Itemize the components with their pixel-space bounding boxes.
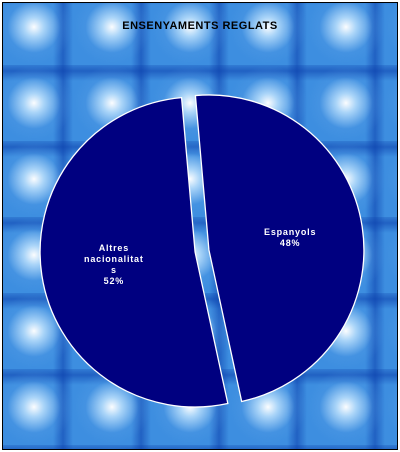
pie-chart: Espanyols 48% Altres nacionalitat s 52% bbox=[39, 94, 365, 408]
pie-slice-altres-nacionalitats bbox=[39, 96, 229, 408]
slice-label-altres-nacionalitats: Altres nacionalitat s 52% bbox=[84, 243, 144, 286]
slice-label-espanyols: Espanyols 48% bbox=[264, 227, 316, 248]
pie-slice-espanyols bbox=[194, 94, 365, 403]
chart-title: ENSENYAMENTS REGLATS bbox=[122, 20, 278, 32]
